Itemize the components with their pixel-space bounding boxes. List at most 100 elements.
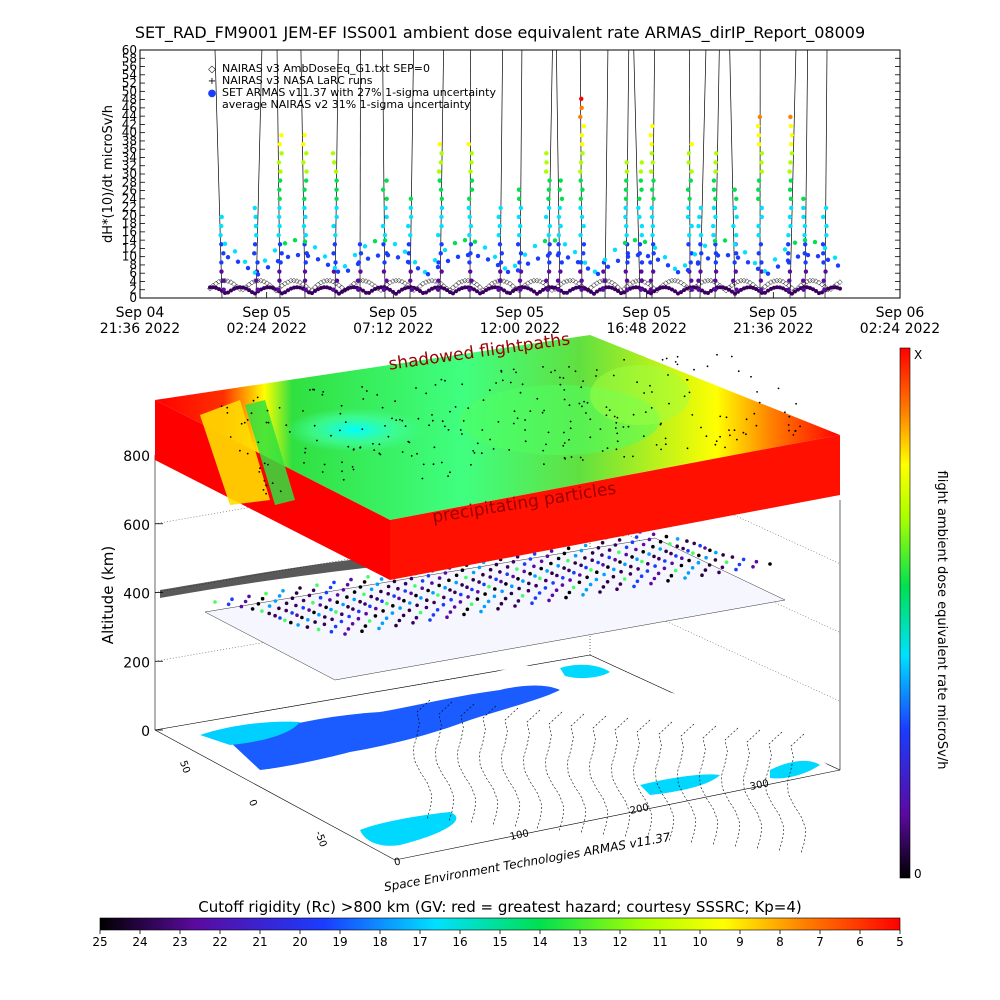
slab-dot (643, 392, 645, 394)
armas-point (279, 132, 284, 138)
orbit-point (549, 549, 554, 553)
nairas-diamond: ◇ (771, 277, 777, 285)
armas-point (514, 287, 518, 292)
armas-point (713, 214, 718, 220)
armas-point (665, 263, 671, 268)
slab-dot (330, 434, 332, 437)
slab-dot (395, 419, 398, 421)
armas-point (375, 253, 381, 258)
orbit-point (595, 570, 599, 574)
orbit-trail (160, 555, 420, 598)
orbit-point (544, 578, 548, 583)
nairas-diamond: ◇ (729, 281, 735, 289)
armas-point (295, 252, 301, 258)
armas-point (805, 285, 809, 290)
y-tick-label: 42 (122, 117, 137, 131)
nairas-diamond: ◇ (441, 282, 447, 290)
slab-dot (462, 420, 465, 422)
orbit-point (545, 554, 550, 558)
armas-point (381, 287, 387, 292)
armas-point (495, 262, 501, 268)
x-tick-time: 16:48 2022 (606, 321, 686, 337)
armas-point (279, 151, 284, 156)
armas-point (277, 196, 282, 201)
slab-dot (541, 411, 544, 414)
armas-point (546, 187, 552, 192)
armas-point (442, 286, 446, 291)
x-tick-day: Sep 06 (876, 305, 925, 321)
slab-dot (379, 453, 382, 456)
nairas-diamond: ◇ (597, 277, 603, 285)
orbit-point (341, 588, 346, 592)
slab-dot (481, 429, 484, 431)
armas-point (312, 245, 318, 250)
slab-dot (660, 448, 662, 451)
armas-point (439, 269, 444, 274)
slab-dot (788, 415, 791, 418)
armas-point (406, 242, 412, 247)
slab-dot (434, 384, 437, 386)
slab-dot (440, 378, 443, 381)
nairas-diamond: ◇ (588, 283, 594, 291)
nairas-diamond: ◇ (492, 278, 498, 286)
nairas-diamond: ◇ (705, 276, 711, 284)
orbit-point (697, 553, 701, 558)
armas-point (648, 169, 654, 174)
slab-dot (612, 374, 615, 377)
armas-point (397, 289, 401, 294)
orbit-point (567, 568, 571, 573)
nairas-diamond: ◇ (522, 281, 528, 289)
slab-dot (421, 477, 424, 480)
armas-point (438, 251, 443, 256)
armas-point (757, 114, 763, 120)
orbit-point (329, 607, 333, 612)
slab-dot (246, 452, 249, 455)
slab-dot (614, 427, 617, 429)
slab-dot (220, 405, 223, 407)
nairas-diamond: ◇ (564, 277, 570, 285)
nairas-diamond: ◇ (297, 278, 303, 286)
orbit-point (600, 540, 605, 545)
orbit-point (751, 565, 755, 569)
legend: ◇ NAIRAS v3 AmbDoseEq_G1.txt SEP=0+ NAIRAS… (208, 62, 497, 111)
armas-point (253, 214, 258, 220)
slab-dot (447, 475, 449, 477)
armas-point (751, 285, 755, 290)
armas-point (252, 205, 257, 211)
slab-dot (444, 379, 446, 382)
slab-dot (243, 421, 246, 424)
armas-point (651, 178, 656, 183)
slab-dot (563, 431, 565, 434)
armas-point (332, 265, 338, 271)
slab-dot (570, 456, 573, 458)
orbit-point (448, 588, 452, 592)
nairas-diamond: ◇ (534, 276, 540, 284)
armas-point (579, 287, 584, 292)
nairas-diamond: ◇ (462, 276, 468, 284)
orbit-point (600, 553, 604, 557)
orbit-point (581, 593, 585, 597)
armas-point (313, 289, 317, 294)
armas-point (452, 240, 458, 246)
nairas-diamond: ◇ (372, 282, 378, 290)
armas-point (655, 257, 661, 262)
y-tick-label: 14 (122, 233, 137, 247)
slab-dot (661, 358, 664, 361)
armas-point (208, 285, 212, 290)
slab-dot (495, 382, 497, 384)
armas-point (277, 269, 282, 274)
armas-point (442, 247, 448, 253)
orbit-point (409, 591, 413, 596)
armas-point (578, 178, 583, 183)
nairas-diamond: ◇ (762, 282, 768, 290)
orbit-point (408, 601, 412, 605)
armas-point (636, 205, 641, 211)
orbit-point (384, 616, 389, 620)
orbit-point (555, 573, 559, 578)
nairas-diamond: ◇ (624, 282, 630, 290)
armas-point (448, 290, 452, 295)
orbit-point (526, 588, 531, 593)
armas-point (400, 287, 404, 292)
slab-dot (547, 431, 550, 434)
armas-point (541, 287, 545, 292)
